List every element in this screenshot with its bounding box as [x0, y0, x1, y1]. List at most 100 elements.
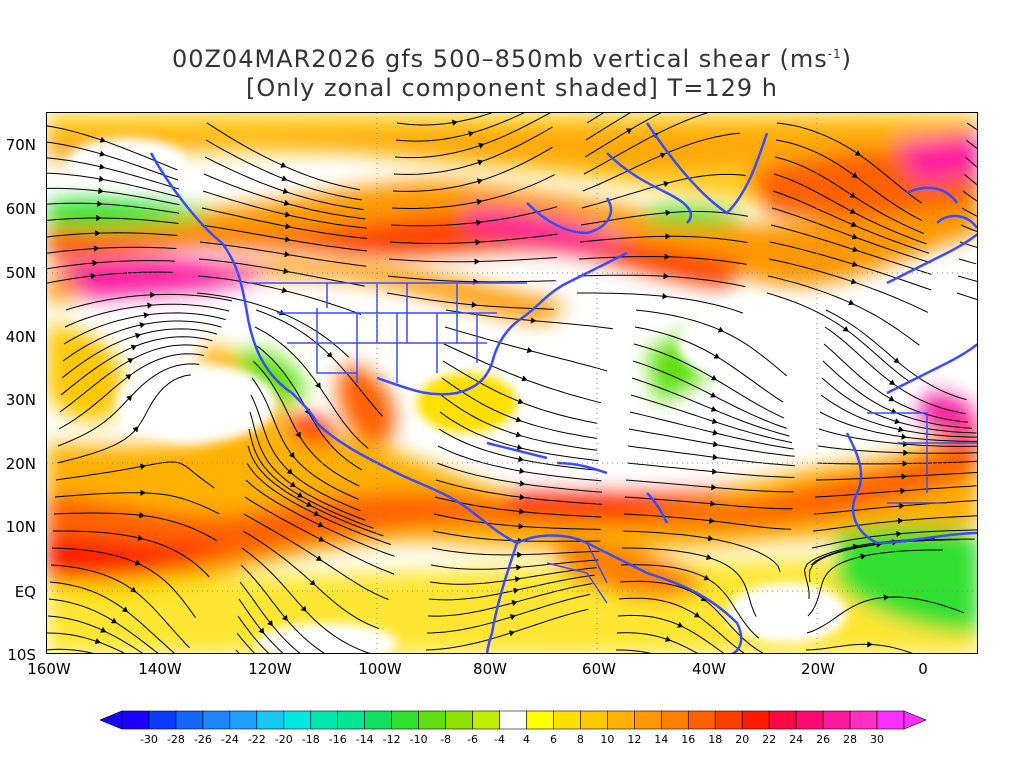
- colorbar-tick-label: 28: [843, 733, 858, 746]
- streamline-arrow: [93, 245, 100, 252]
- streamline: [628, 428, 795, 457]
- streamline: [63, 312, 226, 345]
- streamline-arrow: [515, 416, 522, 423]
- colorbar-right-arrow: [903, 710, 927, 730]
- streamline-arrow: [297, 492, 304, 498]
- title-superscript: -1: [827, 47, 842, 61]
- streamline: [966, 122, 977, 131]
- streamline-arrow: [282, 188, 289, 194]
- lon-label-120w: 120W: [248, 660, 292, 678]
- streamline-arrow: [99, 163, 106, 170]
- streamline: [249, 411, 366, 521]
- colorbar-tick-label: -14: [355, 733, 374, 746]
- streamline: [816, 460, 977, 465]
- streamline-arrow: [711, 468, 718, 475]
- streamline: [771, 207, 931, 264]
- streamline: [58, 353, 204, 430]
- lat-label-60n: 60N: [5, 200, 36, 218]
- streamline: [825, 309, 967, 401]
- streamline-arrow: [140, 489, 146, 496]
- streamline: [206, 122, 360, 191]
- streamline: [616, 649, 652, 653]
- colorbar-tick-label: -8: [440, 733, 452, 746]
- streamline-arrow: [100, 627, 107, 633]
- streamline-arrow: [851, 261, 858, 267]
- streamline-arrow: [99, 150, 106, 157]
- streamline: [965, 139, 977, 150]
- streamline-arrow: [283, 268, 290, 274]
- streamline: [62, 320, 222, 362]
- streamline: [237, 615, 270, 653]
- colorbar-tick-label: -30: [139, 733, 158, 746]
- colorbar-tick-label: -22: [247, 733, 266, 746]
- colorbar-swatch: [391, 710, 419, 730]
- colorbar-swatch: [876, 710, 905, 730]
- streamline: [390, 206, 558, 227]
- streamline: [626, 462, 795, 478]
- colorbar-tick-label: 6: [549, 733, 557, 746]
- colorbar-tick-label: 26: [816, 733, 831, 746]
- shear-map: [47, 113, 977, 653]
- streamline-arrow: [516, 551, 523, 558]
- streamline: [430, 559, 599, 570]
- streamline-arrow: [149, 291, 156, 298]
- colorbar-swatch: [795, 710, 824, 730]
- colorbar-tick-label: 4: [522, 733, 530, 746]
- colorbar-swatch: [202, 710, 231, 730]
- colorbar-tick-label: 18: [708, 733, 723, 746]
- lon-label-160w: 160W: [27, 660, 71, 678]
- lat-label-30n: 30N: [5, 391, 36, 409]
- streamline: [817, 445, 977, 454]
- streamline: [386, 292, 555, 310]
- streamline: [429, 567, 597, 585]
- streamline-arrow: [476, 178, 483, 185]
- streamline: [633, 343, 785, 419]
- streamline-arrow: [132, 426, 139, 433]
- streamline-arrow: [140, 463, 146, 470]
- streamline-arrow: [664, 253, 670, 260]
- streamline-arrow: [474, 258, 480, 265]
- streamline-arrow: [143, 312, 150, 319]
- streamline-arrow: [888, 395, 895, 402]
- streamline: [433, 513, 602, 530]
- title-suffix: ): [841, 45, 853, 73]
- streamline: [578, 255, 747, 265]
- streamline: [426, 593, 591, 634]
- streamline-arrow: [139, 322, 146, 329]
- colorbar-swatch: [849, 710, 878, 730]
- streamline: [205, 139, 362, 201]
- streamline: [389, 233, 558, 244]
- streamline: [53, 530, 210, 578]
- streamline: [432, 530, 601, 542]
- streamline: [60, 336, 213, 396]
- streamline: [768, 258, 929, 313]
- streamline: [631, 377, 790, 437]
- lat-label-20n: 20N: [5, 455, 36, 473]
- colorbar-swatch: [472, 710, 500, 730]
- colorbar-tick-label: 30: [870, 733, 885, 746]
- streamline: [435, 479, 602, 505]
- streamline: [47, 141, 179, 181]
- lat-label-10s: 10S: [7, 646, 36, 664]
- streamline-arrow: [898, 426, 904, 433]
- streamline: [634, 326, 784, 403]
- streamline-arrow: [508, 630, 515, 637]
- streamline: [47, 172, 180, 198]
- streamline: [822, 360, 973, 429]
- streamline: [197, 275, 362, 315]
- streamline: [241, 547, 371, 653]
- colorbar-tick-label: 14: [654, 733, 669, 746]
- streamline: [635, 309, 788, 377]
- streamline-arrow: [137, 534, 144, 541]
- streamline-arrow: [476, 219, 482, 226]
- streamline: [440, 394, 598, 451]
- streamline: [242, 530, 379, 629]
- streamline-arrow: [147, 302, 153, 309]
- streamline-arrow: [280, 162, 287, 168]
- streamline: [396, 113, 493, 126]
- colorbar-tick-label: -10: [409, 733, 428, 746]
- streamline: [772, 190, 930, 254]
- streamline-arrow: [509, 614, 516, 620]
- streamline: [245, 479, 395, 557]
- streamline-arrow: [287, 468, 293, 475]
